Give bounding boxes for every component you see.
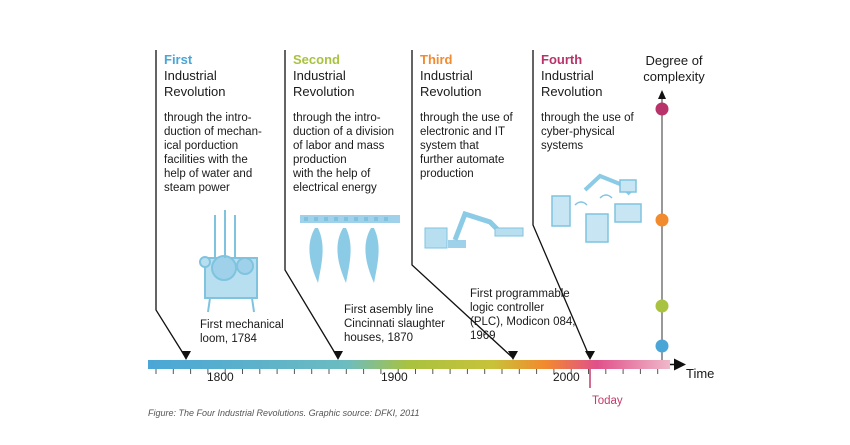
complexity-dot-first: [655, 339, 669, 353]
desc-line: system that: [420, 140, 479, 152]
event-first-loom: First mechanical loom, 1784: [200, 318, 284, 346]
event-line: First asembly line: [344, 304, 434, 316]
desc-line: facilities with the: [164, 154, 248, 166]
second-revolution-line: [284, 50, 339, 359]
timeline-ticks: [155, 369, 659, 374]
fourth-description: through the use of cyber-physical system…: [541, 111, 634, 153]
desc-line: production: [420, 168, 474, 180]
cyber-physical-devices-icon: [551, 173, 642, 243]
desc-line: cyber-physical: [541, 126, 615, 138]
desc-line: through the use of: [420, 112, 513, 124]
desc-line: electrical energy: [293, 182, 377, 194]
first-event-arrowhead: [181, 351, 191, 360]
degree-of-complexity-label: Degree of complexity: [640, 53, 708, 85]
mechanical-loom-icon: [199, 210, 258, 313]
first-title-line2: Revolution: [164, 84, 226, 99]
complexity-dot-fourth: [655, 102, 669, 116]
event-plc: First programmable logic controller (PLC…: [470, 287, 575, 343]
event-line: 1969: [470, 330, 496, 342]
desc-line: production: [293, 154, 347, 166]
desc-line: help of water and: [164, 168, 253, 180]
first-revolution-line: [155, 50, 187, 359]
third-ordinal: Third: [420, 52, 453, 67]
fourth-revolution-line: [532, 50, 591, 359]
event-line: First mechanical: [200, 319, 284, 331]
first-revolution: First Industrial Revolution through the …: [164, 52, 262, 195]
second-title-line2: Revolution: [293, 84, 355, 99]
event-line: loom, 1784: [200, 333, 257, 345]
degree-line2: complexity: [643, 69, 705, 84]
third-event-arrowhead: [508, 351, 518, 360]
desc-line: of labor and mass: [293, 140, 385, 152]
timeline-bar: [148, 360, 670, 369]
event-line: First programmable: [470, 288, 570, 300]
today-label: Today: [592, 395, 623, 407]
third-description: through the use of electronic and IT sys…: [420, 111, 513, 181]
complexity-dot-second: [655, 299, 669, 313]
tick-label-2000: 2000: [553, 370, 580, 384]
third-revolution: Third Industrial Revolution through the …: [420, 52, 513, 181]
desc-line: through the intro-: [164, 112, 252, 124]
first-description: through the intro- duction of mechan- ic…: [164, 111, 262, 195]
desc-line: electronic and IT: [420, 126, 506, 138]
second-description: through the intro- duction of a division…: [293, 111, 394, 195]
assembly-line-icon: [300, 215, 400, 283]
second-ordinal: Second: [293, 52, 340, 67]
second-event-arrowhead: [333, 351, 343, 360]
desc-line: duction of a division: [293, 126, 395, 138]
tick-label-1900: 1900: [381, 370, 408, 384]
event-line: Cincinnati slaughter: [344, 318, 446, 330]
third-revolution-line: [411, 50, 514, 359]
first-ordinal: First: [164, 52, 193, 67]
event-line: houses, 1870: [344, 332, 414, 344]
degree-line1: Degree of: [645, 53, 703, 68]
tick-label-1800: 1800: [207, 370, 234, 384]
desc-line: duction of mechan-: [164, 126, 262, 138]
first-title-line1: Industrial: [164, 68, 217, 83]
complexity-arrowhead: [658, 90, 666, 99]
desc-line: through the intro-: [293, 112, 381, 124]
fourth-event-arrowhead: [585, 351, 595, 360]
second-revolution: Second Industrial Revolution through the…: [293, 52, 394, 195]
desc-line: steam power: [164, 182, 230, 194]
event-line: (PLC), Modicon 084,: [470, 316, 576, 328]
figure-caption: Figure: The Four Industrial Revolutions.…: [148, 408, 420, 418]
third-title-line2: Revolution: [420, 84, 482, 99]
desc-line: ical porduction: [164, 140, 239, 152]
time-axis-label: Time: [686, 366, 715, 381]
second-title-line1: Industrial: [293, 68, 346, 83]
event-line: logic controller: [470, 302, 545, 314]
third-title-line1: Industrial: [420, 68, 473, 83]
desc-line: with the help of: [293, 168, 371, 180]
fourth-revolution: Fourth Industrial Revolution through the…: [541, 52, 634, 153]
fourth-ordinal: Fourth: [541, 52, 583, 67]
complexity-dot-third: [655, 213, 669, 227]
desc-line: further automate: [420, 154, 505, 166]
fourth-title-line1: Industrial: [541, 68, 594, 83]
event-assembly-line: First asembly line Cincinnati slaughter …: [344, 303, 445, 345]
fourth-title-line2: Revolution: [541, 84, 603, 99]
desc-line: systems: [541, 140, 584, 152]
robot-arm-icon: [424, 210, 524, 249]
desc-line: through the use of: [541, 112, 634, 124]
